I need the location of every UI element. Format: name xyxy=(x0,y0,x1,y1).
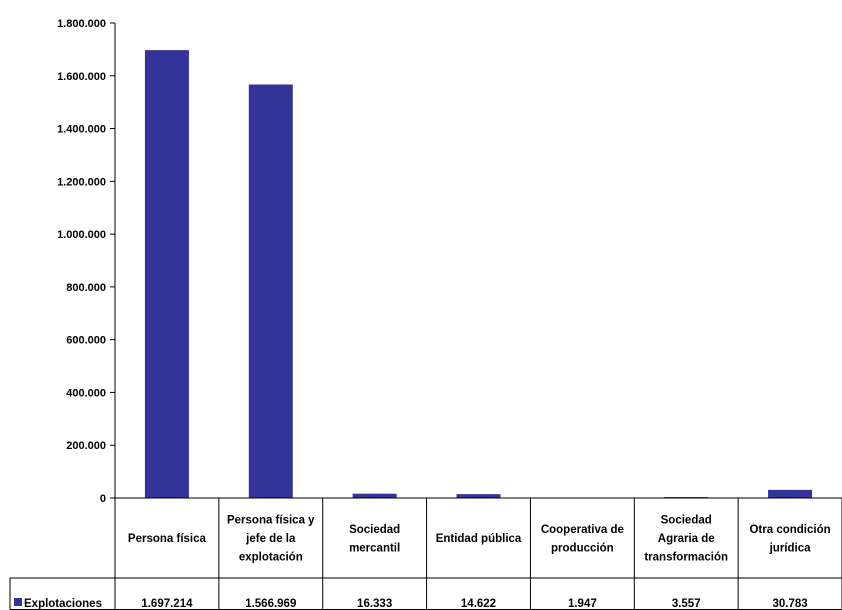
data-value-label: 16.333 xyxy=(357,598,392,610)
category-label: Persona física y xyxy=(227,515,315,527)
legend-label: Explotaciones xyxy=(24,598,102,610)
data-value-label: 30.783 xyxy=(772,598,807,610)
category-label: Sociedad xyxy=(661,515,712,527)
bar xyxy=(768,489,813,498)
y-tick-label: 400.000 xyxy=(66,387,106,399)
y-tick-label: 200.000 xyxy=(66,440,106,452)
y-tick-label: 600.000 xyxy=(66,335,106,347)
data-value-label: 3.557 xyxy=(672,598,701,610)
category-label: Sociedad xyxy=(349,524,400,536)
category-label: explotación xyxy=(239,552,303,564)
category-label: Otra condición xyxy=(749,524,830,536)
y-tick-label: 1.000.000 xyxy=(57,229,106,241)
bar xyxy=(144,50,189,498)
data-table: Persona física Persona física y jefe de la… xyxy=(9,497,842,610)
data-value-label: 1.947 xyxy=(568,598,597,610)
bar xyxy=(352,493,397,498)
category-label: Entidad pública xyxy=(436,533,522,545)
y-tick-label: 1.800.000 xyxy=(57,18,106,30)
category-label: jefe de la xyxy=(245,533,296,545)
bar xyxy=(456,494,501,498)
data-value-label: 1.566.969 xyxy=(245,598,296,610)
data-value-label: 14.622 xyxy=(461,598,496,610)
category-label: producción xyxy=(551,542,614,554)
category-label: jurídica xyxy=(769,542,812,554)
y-tick-label: 1.400.000 xyxy=(57,124,106,136)
y-tick-label: 1.600.000 xyxy=(57,71,106,83)
category-label: mercantil xyxy=(349,542,400,554)
bars xyxy=(144,50,813,499)
y-tick-label: 1.200.000 xyxy=(57,176,106,188)
y-axis: 0 200.000 400.000 600.000 800.000 1.000.000 1.… xyxy=(57,18,116,505)
category-label: transformación xyxy=(644,552,728,564)
bar xyxy=(248,84,293,498)
y-tick-label: 0 xyxy=(100,493,106,505)
category-label: Persona física xyxy=(128,533,207,545)
category-label: Cooperativa de xyxy=(541,524,624,536)
legend-swatch xyxy=(14,598,22,606)
y-tick-label: 800.000 xyxy=(66,282,106,294)
data-value-label: 1.697.214 xyxy=(141,598,193,610)
category-label: Agraria de xyxy=(658,533,715,545)
